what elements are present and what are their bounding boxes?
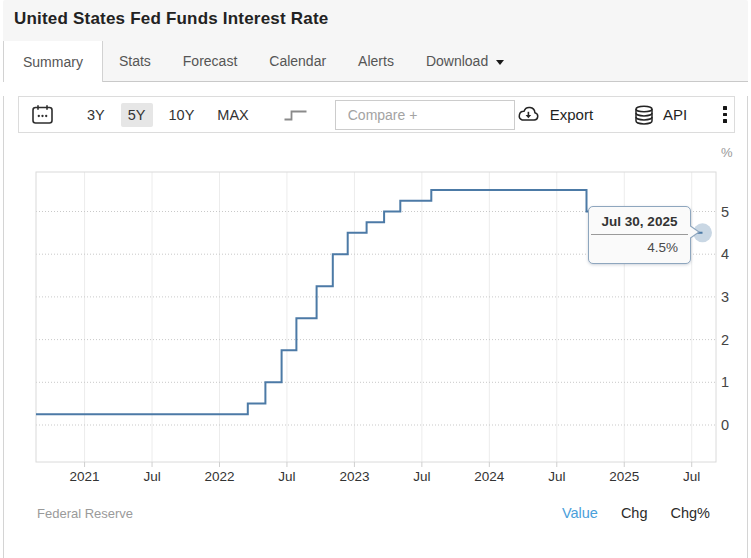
svg-text:2023: 2023 [339,469,369,484]
step-chart-icon [283,107,308,123]
range-5y[interactable]: 5Y [121,103,153,127]
svg-text:1: 1 [721,374,729,390]
api-label: API [663,106,687,123]
svg-text:3: 3 [721,289,729,305]
y-axis-unit: % [721,145,733,160]
mode-chg-pct[interactable]: Chg% [671,505,711,521]
svg-text:5: 5 [721,204,729,220]
cloud-download-icon [515,105,542,124]
caret-down-icon [496,60,504,65]
svg-text:Jul: Jul [143,469,160,484]
export-label: Export [550,106,593,123]
tab-alerts[interactable]: Alerts [342,41,410,81]
kebab-menu-icon[interactable] [723,106,727,123]
svg-text:Jul: Jul [683,469,700,484]
tab-calendar[interactable]: Calendar [253,41,342,81]
chart-area: 2021 Jul 2022 Jul 2023 Jul 2024 Jul 2025 Jul 0 1 2 3 4… [17,140,735,490]
source-label: Federal Reserve [37,506,133,521]
svg-text:2024: 2024 [474,469,505,484]
svg-text:Jul: Jul [548,469,565,484]
y-axis-labels: 0 1 2 3 4 5 [721,204,729,434]
series-mode-toggle: Value Chg Chg% [562,505,710,521]
compare-input[interactable] [335,100,515,130]
calendar-icon [31,104,54,125]
header: United States Fed Funds Interest Rate Su… [3,0,748,82]
svg-text:Jul: Jul [413,469,430,484]
svg-text:2021: 2021 [70,469,100,484]
content-panel: 3Y 5Y 10Y MAX Export [3,96,748,558]
page-title: United States Fed Funds Interest Rate [14,9,748,29]
svg-text:2022: 2022 [204,469,234,484]
database-icon [633,105,655,125]
range-buttons: 3Y 5Y 10Y MAX [80,103,256,127]
chart-tooltip: Jul 30, 2025 4.5% [588,206,691,264]
tab-forecast[interactable]: Forecast [167,41,253,81]
api-button[interactable]: API [633,105,687,125]
calendar-button[interactable] [31,104,54,125]
mode-value[interactable]: Value [562,505,598,521]
title-row: United States Fed Funds Interest Rate [3,0,748,41]
tab-stats[interactable]: Stats [103,41,167,81]
tooltip-value: 4.5% [589,235,690,263]
tooltip-date: Jul 30, 2025 [591,207,688,235]
tab-bar: Summary Stats Forecast Calendar Alerts D… [3,41,748,82]
tab-download[interactable]: Download [410,41,520,81]
range-10y[interactable]: 10Y [162,103,202,127]
x-axis-labels: 2021 Jul 2022 Jul 2023 Jul 2024 Jul 2025 Jul [70,462,701,484]
chart-footer: Federal Reserve Value Chg Chg% [4,505,747,521]
chart-toolbar: 3Y 5Y 10Y MAX Export [18,96,735,133]
export-button[interactable]: Export [515,105,593,124]
range-max[interactable]: MAX [210,103,255,127]
mode-chg[interactable]: Chg [621,505,648,521]
svg-text:2025: 2025 [609,469,639,484]
svg-text:2: 2 [721,332,729,348]
tab-summary[interactable]: Summary [3,41,103,82]
chart-type-button[interactable] [283,107,308,123]
svg-text:0: 0 [721,417,729,433]
svg-text:4: 4 [721,246,729,262]
range-3y[interactable]: 3Y [80,103,112,127]
chart-canvas[interactable]: 2021 Jul 2022 Jul 2023 Jul 2024 Jul 2025 Jul 0 1 2 3 4… [17,140,735,490]
svg-text:Jul: Jul [278,469,295,484]
